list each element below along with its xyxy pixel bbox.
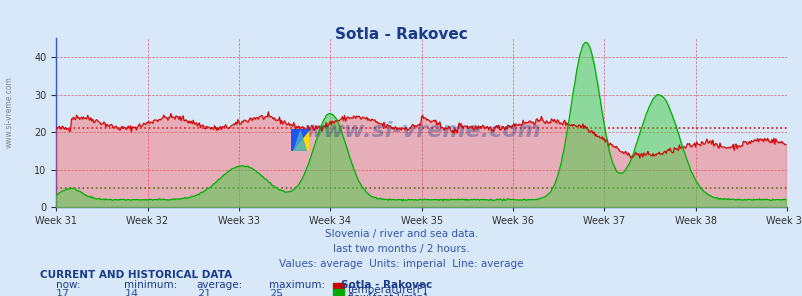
Text: 14: 14 bbox=[124, 289, 139, 296]
Text: Sotla - Rakovec: Sotla - Rakovec bbox=[334, 27, 468, 42]
Text: temperature[F]: temperature[F] bbox=[347, 285, 427, 295]
Text: last two months / 2 hours.: last two months / 2 hours. bbox=[333, 244, 469, 254]
Text: 1: 1 bbox=[124, 295, 132, 296]
Text: average:: average: bbox=[196, 280, 243, 290]
Polygon shape bbox=[294, 131, 306, 151]
Text: 43: 43 bbox=[269, 295, 283, 296]
Text: www.si-vreme.com: www.si-vreme.com bbox=[302, 121, 540, 141]
Text: now:: now: bbox=[56, 280, 81, 290]
Text: Values: average  Units: imperial  Line: average: Values: average Units: imperial Line: av… bbox=[279, 259, 523, 269]
Text: Sotla - Rakovec: Sotla - Rakovec bbox=[341, 280, 432, 290]
Bar bbox=[333, 283, 343, 289]
Text: flow[foot3/min]: flow[foot3/min] bbox=[347, 292, 427, 296]
Text: maximum:: maximum: bbox=[269, 280, 325, 290]
Text: 21: 21 bbox=[196, 289, 211, 296]
Text: Slovenia / river and sea data.: Slovenia / river and sea data. bbox=[325, 229, 477, 239]
Text: CURRENT AND HISTORICAL DATA: CURRENT AND HISTORICAL DATA bbox=[40, 270, 232, 280]
Bar bbox=[333, 289, 343, 296]
Text: www.si-vreme.com: www.si-vreme.com bbox=[5, 77, 14, 148]
Text: 5: 5 bbox=[196, 295, 204, 296]
Text: 2: 2 bbox=[56, 295, 63, 296]
Polygon shape bbox=[291, 129, 309, 151]
Text: minimum:: minimum: bbox=[124, 280, 177, 290]
Polygon shape bbox=[291, 129, 309, 151]
Text: 17: 17 bbox=[56, 289, 71, 296]
Text: 25: 25 bbox=[269, 289, 283, 296]
